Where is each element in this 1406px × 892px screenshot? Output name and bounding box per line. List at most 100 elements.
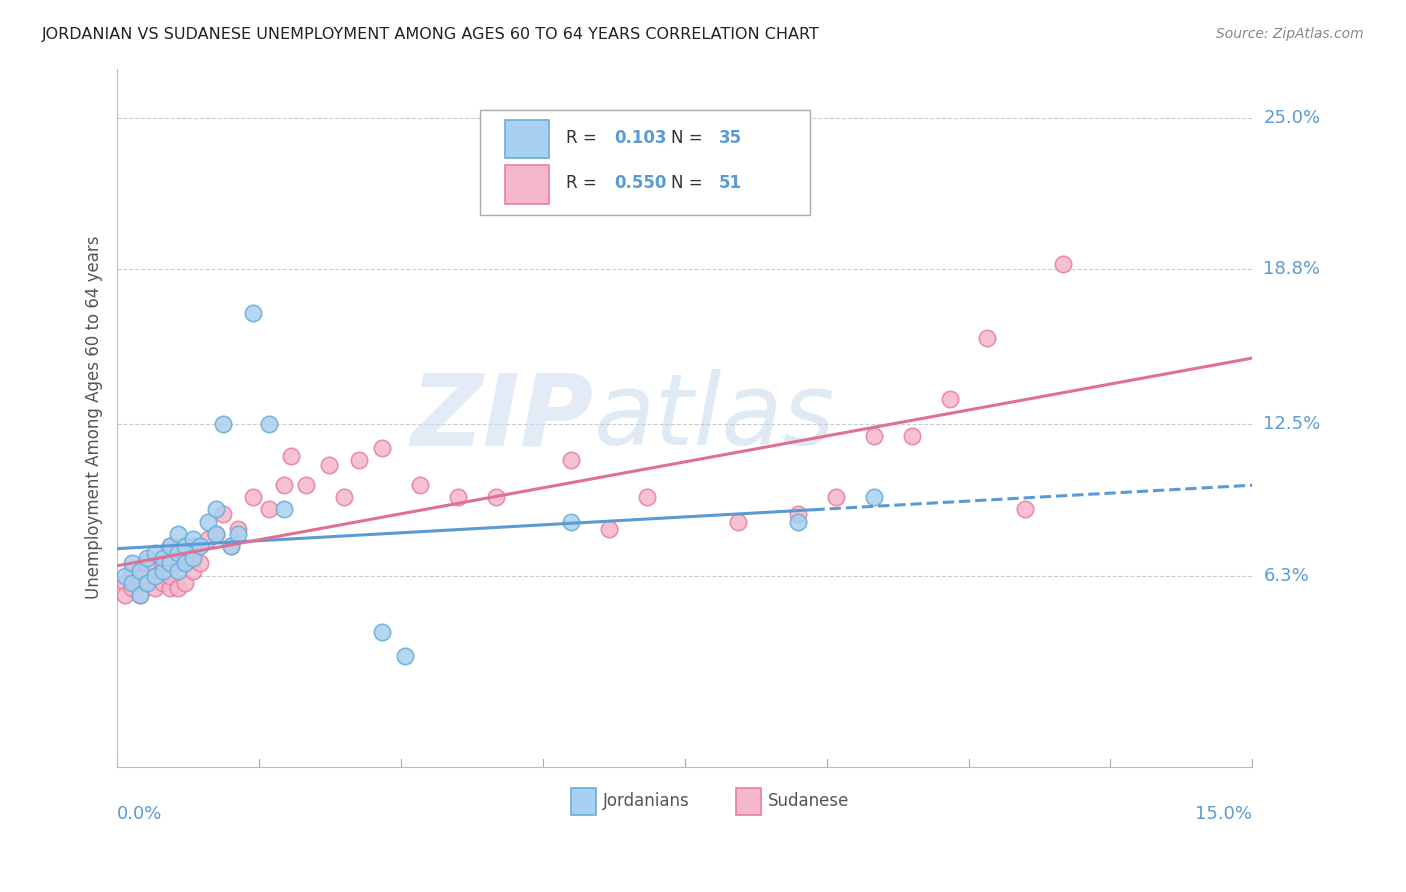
Point — [152, 556, 174, 570]
Point — [166, 547, 188, 561]
Point — [280, 449, 302, 463]
Text: 35: 35 — [718, 129, 742, 147]
Point — [204, 527, 226, 541]
Point — [121, 556, 143, 570]
Text: N =: N = — [671, 129, 709, 147]
Point — [152, 551, 174, 566]
Text: 25.0%: 25.0% — [1264, 109, 1320, 127]
Text: R =: R = — [565, 129, 602, 147]
FancyBboxPatch shape — [481, 111, 810, 215]
Point — [560, 453, 582, 467]
Point — [136, 575, 159, 590]
Point — [938, 392, 960, 407]
Point — [136, 551, 159, 566]
Point — [394, 649, 416, 664]
Point — [825, 490, 848, 504]
Point — [219, 539, 242, 553]
Point — [174, 556, 197, 570]
Point — [143, 581, 166, 595]
Text: R =: R = — [565, 174, 602, 193]
Text: 0.0%: 0.0% — [117, 805, 163, 823]
Point — [636, 490, 658, 504]
Point — [159, 539, 181, 553]
Point — [226, 522, 249, 536]
Point — [159, 539, 181, 553]
Point — [212, 508, 235, 522]
Point — [128, 571, 150, 585]
Point — [1052, 257, 1074, 271]
Point — [152, 575, 174, 590]
Point — [143, 568, 166, 582]
Text: 6.3%: 6.3% — [1264, 566, 1309, 584]
Point — [159, 556, 181, 570]
Point — [409, 478, 432, 492]
Point — [174, 539, 197, 553]
Point — [787, 508, 810, 522]
Point — [128, 588, 150, 602]
Point — [174, 551, 197, 566]
Y-axis label: Unemployment Among Ages 60 to 64 years: Unemployment Among Ages 60 to 64 years — [86, 235, 103, 599]
Point — [560, 515, 582, 529]
Point — [257, 502, 280, 516]
Point — [114, 575, 136, 590]
Point — [295, 478, 318, 492]
Point — [197, 515, 219, 529]
Point — [242, 306, 264, 320]
Point — [226, 527, 249, 541]
Point — [174, 575, 197, 590]
Point — [371, 624, 394, 639]
Point — [121, 564, 143, 578]
Point — [190, 556, 212, 570]
Bar — [571, 788, 596, 815]
Text: Jordanians: Jordanians — [603, 792, 690, 811]
Point — [136, 575, 159, 590]
Point — [273, 502, 295, 516]
Point — [219, 539, 242, 553]
Text: ZIP: ZIP — [411, 369, 593, 466]
Point — [114, 588, 136, 602]
Point — [159, 581, 181, 595]
Point — [204, 527, 226, 541]
Bar — [735, 788, 761, 815]
Point — [152, 564, 174, 578]
Point — [863, 429, 886, 443]
Point — [181, 532, 204, 546]
Point — [166, 564, 188, 578]
Point — [136, 556, 159, 570]
Text: atlas: atlas — [593, 369, 835, 466]
Point — [197, 532, 219, 546]
Point — [318, 458, 340, 473]
Point — [598, 522, 620, 536]
Bar — [505, 120, 548, 158]
Point — [143, 568, 166, 582]
Text: 51: 51 — [718, 174, 742, 193]
Point — [166, 556, 188, 570]
Point — [257, 417, 280, 431]
Text: 15.0%: 15.0% — [1195, 805, 1253, 823]
Point — [190, 539, 212, 553]
Point — [727, 515, 749, 529]
Point — [273, 478, 295, 492]
Point — [181, 539, 204, 553]
Point — [128, 564, 150, 578]
Text: Source: ZipAtlas.com: Source: ZipAtlas.com — [1216, 27, 1364, 41]
Text: Sudanese: Sudanese — [768, 792, 849, 811]
Bar — [505, 165, 548, 203]
Point — [166, 527, 188, 541]
Point — [181, 564, 204, 578]
Point — [863, 490, 886, 504]
Point — [121, 581, 143, 595]
Point — [787, 515, 810, 529]
Text: JORDANIAN VS SUDANESE UNEMPLOYMENT AMONG AGES 60 TO 64 YEARS CORRELATION CHART: JORDANIAN VS SUDANESE UNEMPLOYMENT AMONG… — [42, 27, 820, 42]
Point — [1014, 502, 1036, 516]
Point — [204, 502, 226, 516]
Point — [242, 490, 264, 504]
Point — [447, 490, 470, 504]
Point — [901, 429, 924, 443]
Point — [181, 551, 204, 566]
Point — [371, 441, 394, 455]
Point — [349, 453, 371, 467]
Text: 18.8%: 18.8% — [1264, 260, 1320, 278]
Point — [121, 575, 143, 590]
Point — [128, 588, 150, 602]
